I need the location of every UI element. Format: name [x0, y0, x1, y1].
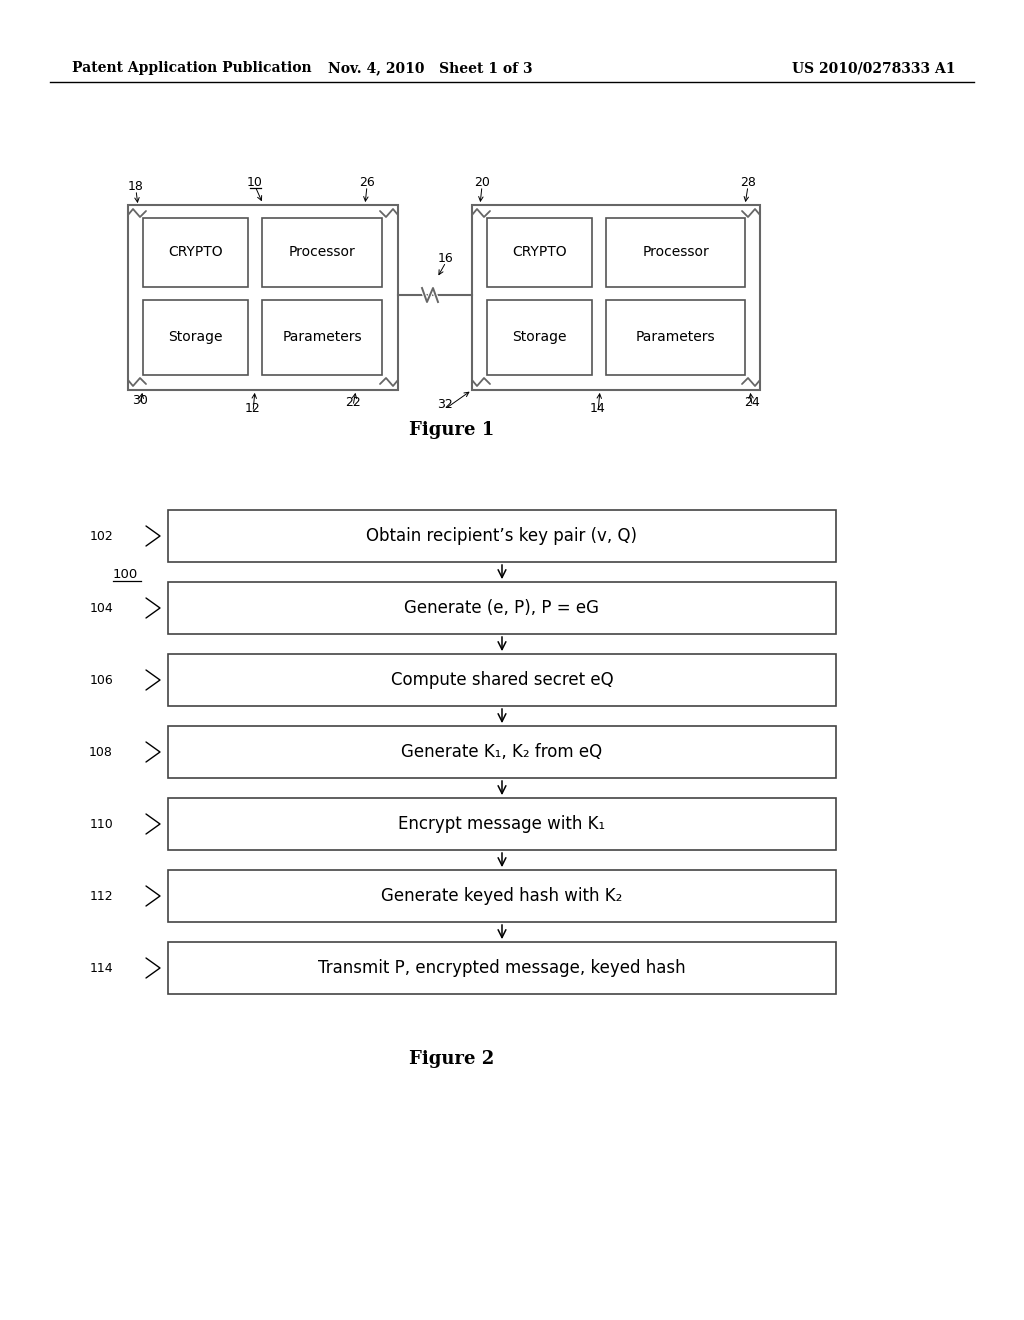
Text: 32: 32	[437, 399, 453, 412]
Text: 110: 110	[89, 817, 113, 830]
Bar	[168, 653, 836, 706]
Text: 114: 114	[89, 961, 113, 974]
Bar	[168, 582, 836, 634]
Bar	[168, 870, 836, 921]
Text: 112: 112	[89, 890, 113, 903]
Text: Patent Application Publication: Patent Application Publication	[72, 61, 311, 75]
Bar	[472, 205, 760, 389]
Bar	[168, 799, 836, 850]
Bar	[606, 300, 745, 375]
Text: Figure 1: Figure 1	[410, 421, 495, 440]
Text: Generate keyed hash with K₂: Generate keyed hash with K₂	[381, 887, 623, 906]
Bar	[168, 942, 836, 994]
Bar	[128, 205, 398, 389]
Text: 18: 18	[128, 180, 144, 193]
Text: 100: 100	[113, 568, 138, 581]
Bar	[168, 726, 836, 777]
Text: 108: 108	[89, 746, 113, 759]
Text: 24: 24	[744, 396, 760, 408]
Bar	[262, 300, 382, 375]
Bar	[168, 510, 836, 562]
Text: 16: 16	[438, 252, 454, 264]
Text: Transmit P, encrypted message, keyed hash: Transmit P, encrypted message, keyed has…	[318, 960, 686, 977]
Text: US 2010/0278333 A1: US 2010/0278333 A1	[792, 61, 955, 75]
Text: Storage: Storage	[512, 330, 566, 345]
Bar	[606, 218, 745, 286]
Bar	[143, 218, 248, 286]
Text: Parameters: Parameters	[636, 330, 716, 345]
Text: Processor: Processor	[642, 246, 709, 259]
Text: 106: 106	[89, 673, 113, 686]
Text: Encrypt message with K₁: Encrypt message with K₁	[398, 814, 605, 833]
Text: CRYPTO: CRYPTO	[168, 246, 223, 259]
Text: CRYPTO: CRYPTO	[512, 246, 567, 259]
Bar	[487, 300, 592, 375]
Text: Storage: Storage	[168, 330, 223, 345]
Bar	[262, 218, 382, 286]
Text: 14: 14	[590, 401, 606, 414]
Bar	[487, 218, 592, 286]
Text: Obtain recipient’s key pair (v, Q): Obtain recipient’s key pair (v, Q)	[367, 527, 638, 545]
Text: Nov. 4, 2010   Sheet 1 of 3: Nov. 4, 2010 Sheet 1 of 3	[328, 61, 532, 75]
Text: Generate (e, P), P = eG: Generate (e, P), P = eG	[404, 599, 599, 616]
Text: 30: 30	[132, 393, 147, 407]
Text: 10: 10	[247, 176, 263, 189]
Text: 28: 28	[740, 176, 756, 189]
Text: 102: 102	[89, 529, 113, 543]
Text: 20: 20	[474, 176, 489, 189]
Text: 26: 26	[359, 176, 375, 189]
Text: 104: 104	[89, 602, 113, 615]
Text: Compute shared secret eQ: Compute shared secret eQ	[391, 671, 613, 689]
Text: 22: 22	[345, 396, 360, 408]
Text: Processor: Processor	[289, 246, 355, 259]
Text: 12: 12	[245, 401, 261, 414]
Bar	[143, 300, 248, 375]
Text: Generate K₁, K₂ from eQ: Generate K₁, K₂ from eQ	[401, 743, 602, 762]
Text: Parameters: Parameters	[283, 330, 361, 345]
Text: Figure 2: Figure 2	[410, 1049, 495, 1068]
